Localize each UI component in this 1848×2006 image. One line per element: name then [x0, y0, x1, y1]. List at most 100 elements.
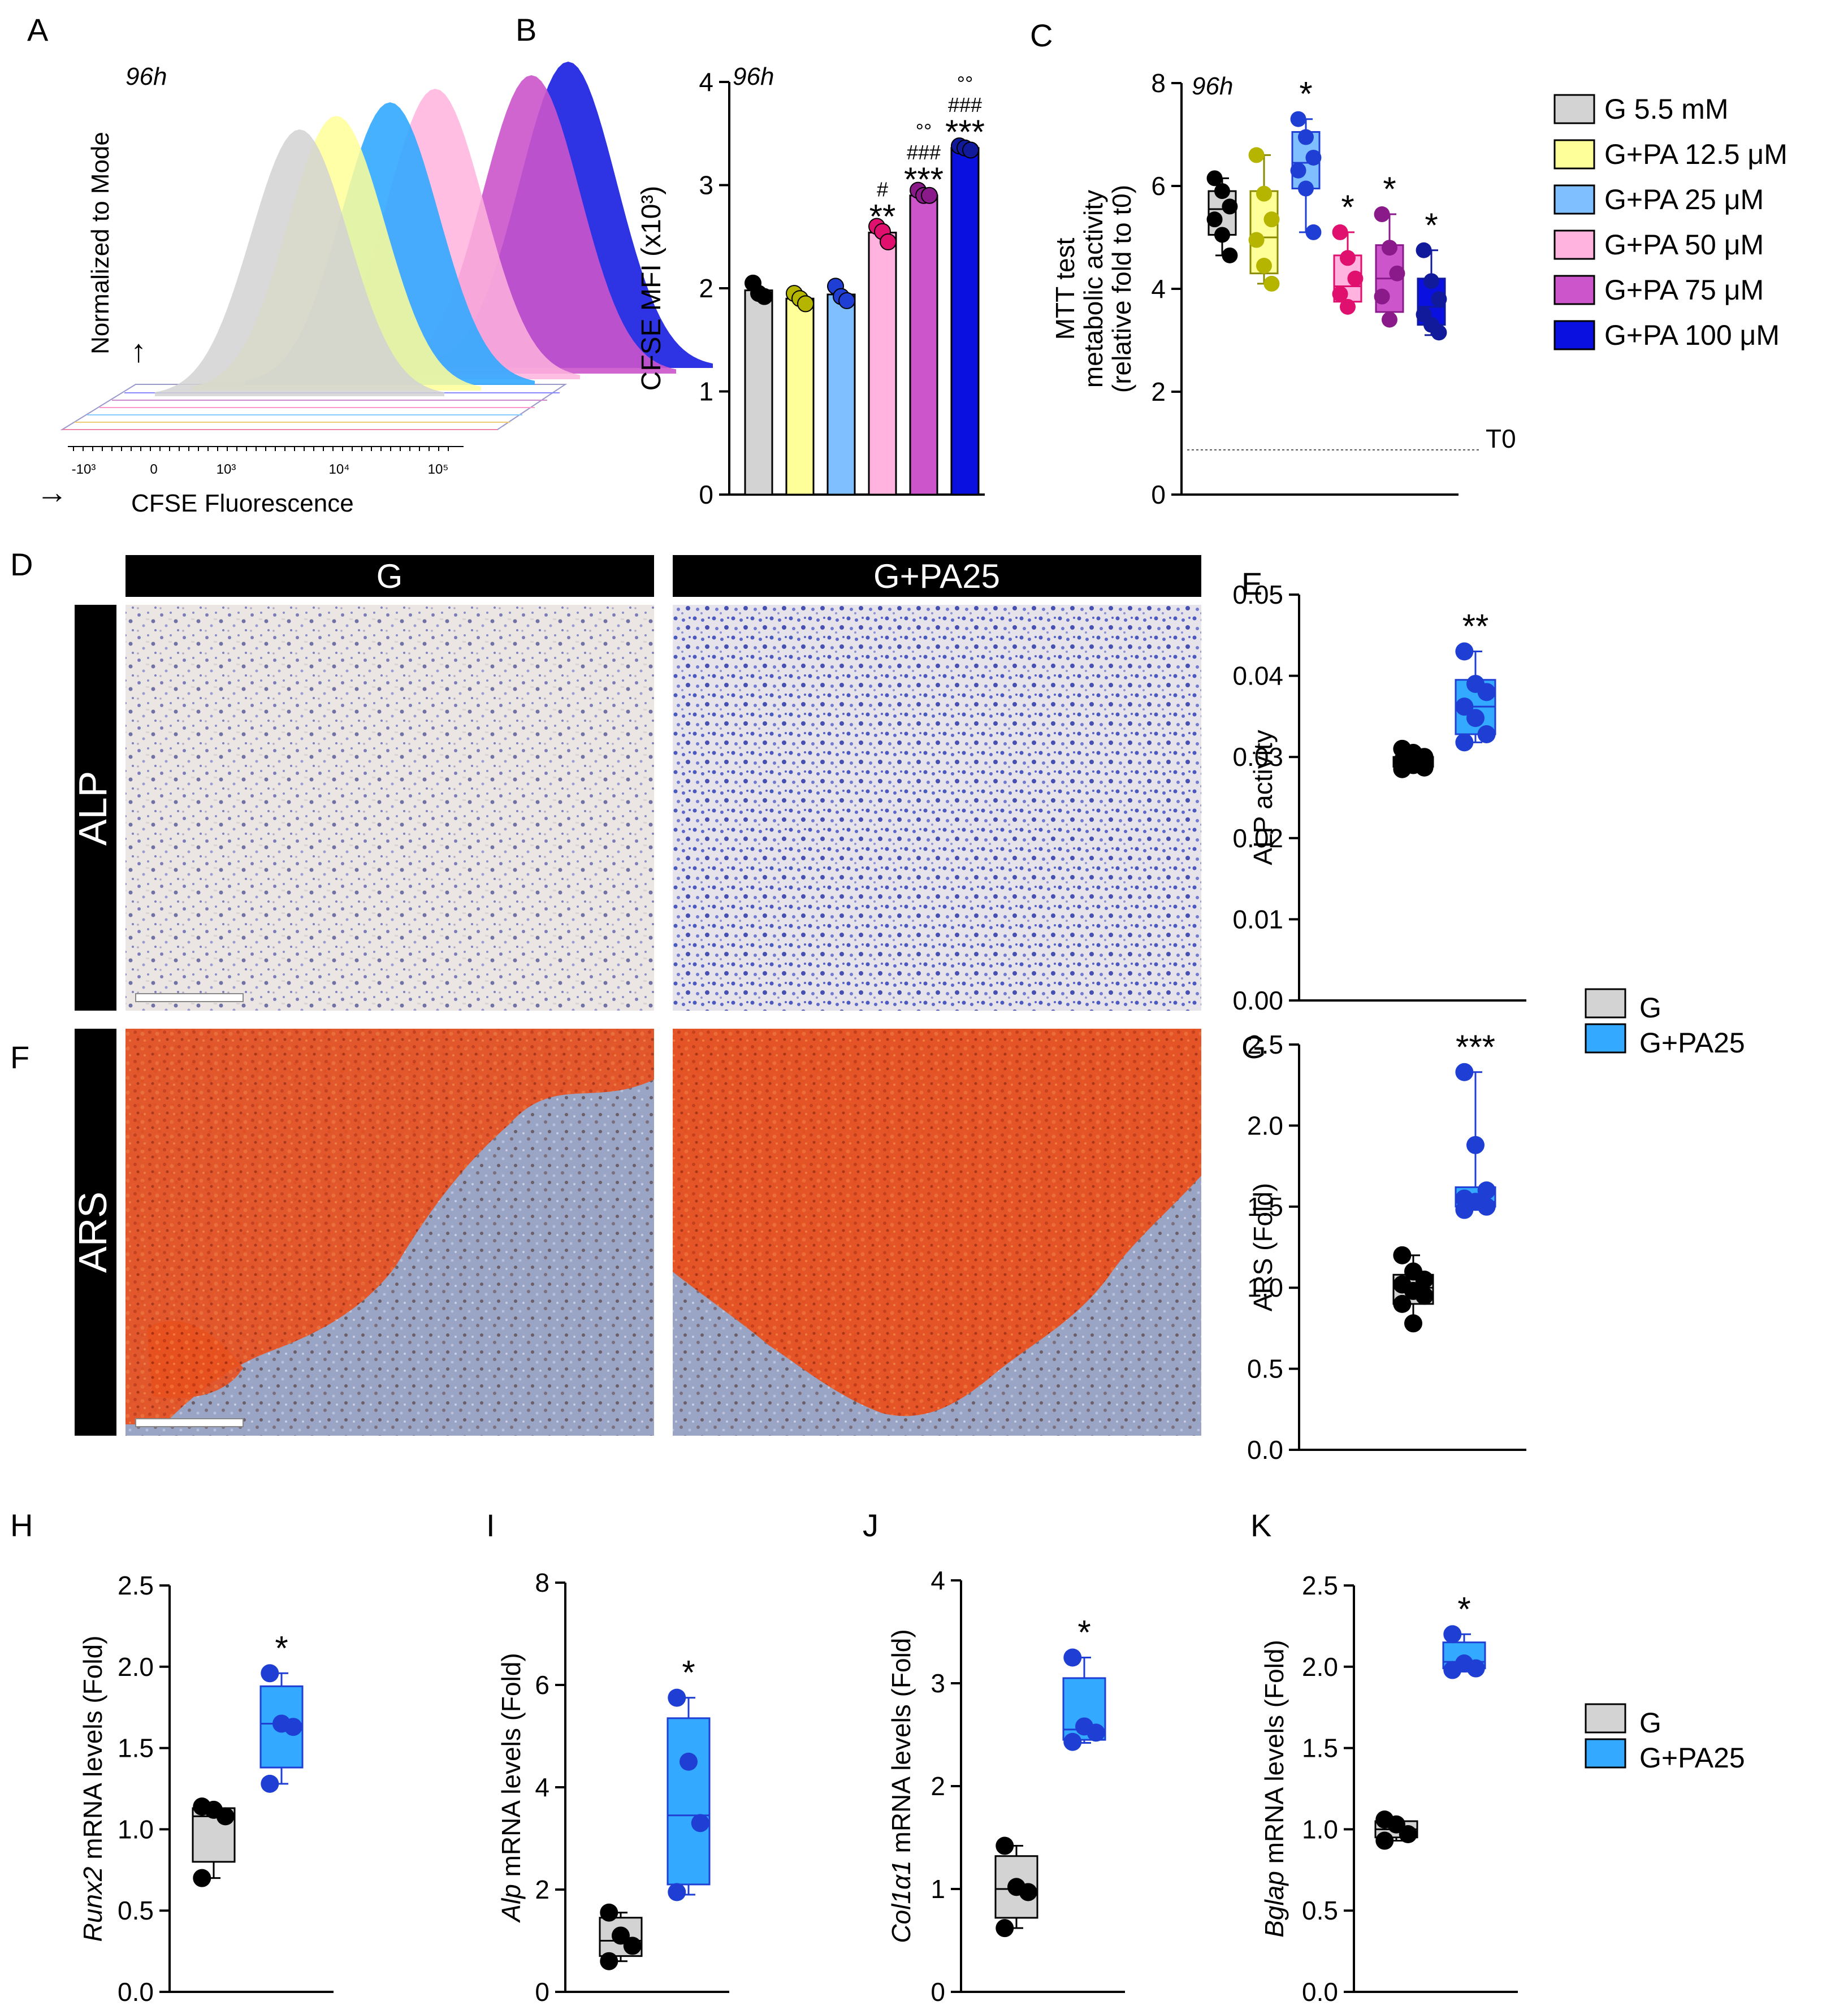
significance-mark: ***: [904, 161, 944, 198]
legend-swatch: [1553, 139, 1595, 170]
legend-label: G+PA 75 μM: [1604, 274, 1764, 306]
legend-label: G+PA 100 μM: [1604, 319, 1780, 351]
data-point: [216, 1807, 235, 1826]
data-point: [1477, 725, 1496, 743]
data-point: [1374, 288, 1390, 305]
significance-mark: *: [1383, 170, 1396, 208]
data-point: [880, 233, 897, 250]
data-point: [1298, 180, 1314, 197]
legend-label: G+PA 25 μM: [1604, 184, 1764, 215]
data-point: [1455, 642, 1474, 661]
legend-label: G: [1639, 992, 1661, 1024]
data-point: [1443, 1661, 1462, 1679]
y-axis-label-gene: Runx2: [78, 1867, 107, 1942]
legend-two-groups-upper: GG+PA25: [1585, 988, 1745, 1059]
data-point: [261, 1774, 279, 1793]
y-tick-label: 1.5: [1247, 1192, 1283, 1221]
micrograph-alp-g: [125, 605, 654, 1011]
data-point: [1466, 1136, 1485, 1154]
significance-mark: °°: [957, 72, 973, 95]
data-point: [921, 187, 938, 204]
panel-letter-a: A: [27, 12, 49, 47]
data-point: [612, 1926, 630, 1945]
histogram-g-5-5-mm: [155, 129, 444, 396]
data-point: [1431, 324, 1447, 341]
micrograph-ars-pa25: [673, 1029, 1201, 1436]
panel-letter-g: G: [1241, 1029, 1266, 1065]
data-point: [1063, 1648, 1082, 1667]
y-tick-label: 0.5: [118, 1896, 154, 1925]
y-tick-label: 4: [699, 67, 713, 97]
data-point: [1415, 1286, 1434, 1305]
y-tick-label: 0.0: [118, 1977, 154, 2006]
y-tick-label: 2.5: [118, 1571, 154, 1600]
y-axis-label: ARS (Fold): [1248, 1183, 1278, 1311]
data-point: [1431, 291, 1447, 307]
data-point: [1340, 250, 1356, 266]
data-point: [1477, 1181, 1496, 1200]
data-point: [1375, 1831, 1394, 1850]
data-point: [1290, 111, 1306, 127]
micrograph-ars-g: [125, 1029, 654, 1436]
box-chart-panel-k: 0.0 0.5 1.0 1.5 2.0 2.5 Bglap mRNA levels (Fol…: [1260, 1571, 1518, 2006]
data-point: [1298, 129, 1314, 145]
panel-letter-i: I: [486, 1507, 495, 1543]
y-tick-label: 2.5: [1247, 1030, 1283, 1059]
data-point: [1443, 1625, 1462, 1644]
y-tick-label: 2.0: [1302, 1652, 1338, 1682]
significance-mark: #: [877, 177, 888, 201]
y-tick-label: 1: [931, 1874, 945, 1904]
y-axis-arrow: ↑: [131, 333, 146, 369]
micrograph-grid: G G+PA25 ALP ARS: [71, 555, 1201, 1436]
panel-letter-d: D: [10, 547, 33, 582]
row-header-alp: [75, 605, 116, 1011]
y-tick-label: 1.0: [1302, 1814, 1338, 1844]
significance-mark: °°: [916, 119, 932, 142]
data-point: [668, 1883, 686, 1901]
y-tick-label: 3: [699, 171, 713, 200]
data-point: [996, 1919, 1014, 1938]
legend-swatch: [1553, 184, 1595, 215]
data-point: [1248, 147, 1265, 163]
legend-two-groups-lower: GG+PA25: [1585, 1703, 1745, 1774]
data-point: [962, 141, 979, 159]
y-tick-label: 4: [931, 1566, 945, 1595]
data-point: [838, 292, 855, 309]
panel-letter-f: F: [10, 1039, 29, 1075]
row-header-ars-label: ARS: [71, 1192, 115, 1273]
y-tick-label: 3: [931, 1669, 945, 1698]
data-point: [1256, 185, 1272, 202]
data-point: [261, 1664, 279, 1683]
significance-mark: *: [1299, 75, 1312, 113]
y-axis-label: CFSE MFI (x10³): [637, 186, 667, 391]
legend-swatch: [1553, 94, 1595, 124]
legend-label: G 5.5 mM: [1604, 93, 1728, 125]
y-tick-label: 2: [1151, 377, 1166, 406]
data-point: [623, 1936, 642, 1955]
row-header-ars: [75, 1029, 116, 1436]
data-point: [1455, 697, 1474, 716]
data-point: [1305, 224, 1322, 240]
data-point: [1455, 1201, 1474, 1219]
data-point: [193, 1869, 211, 1887]
x-tick-label: 10⁴: [328, 462, 349, 477]
y-axis-label-gene: Bglap: [1260, 1871, 1289, 1938]
data-point: [1466, 1659, 1485, 1678]
data-point: [1332, 224, 1348, 240]
y-axis-label-gene: Alp: [496, 1884, 526, 1923]
y-tick-label: 1.5: [1302, 1734, 1338, 1763]
data-point: [1063, 1732, 1082, 1751]
data-point: [1393, 1294, 1412, 1313]
data-point: [1256, 258, 1272, 274]
panel-letter-b: B: [516, 12, 536, 47]
legend-swatch: [1553, 320, 1595, 350]
data-point: [1382, 240, 1397, 256]
box-chart-panel-j: 0 1 2 3 4 Col1α1 mRNA levels (Fold) *: [886, 1566, 1125, 2006]
data-point: [1415, 758, 1434, 777]
data-point: [680, 1752, 698, 1771]
legend-swatch: [1585, 1703, 1626, 1734]
y-axis-label: Col1α1 mRNA levels (Fold): [886, 1629, 916, 1943]
significance-mark: *: [1425, 206, 1438, 244]
y-axis-label-line3: (relative fold to t0): [1107, 185, 1136, 393]
